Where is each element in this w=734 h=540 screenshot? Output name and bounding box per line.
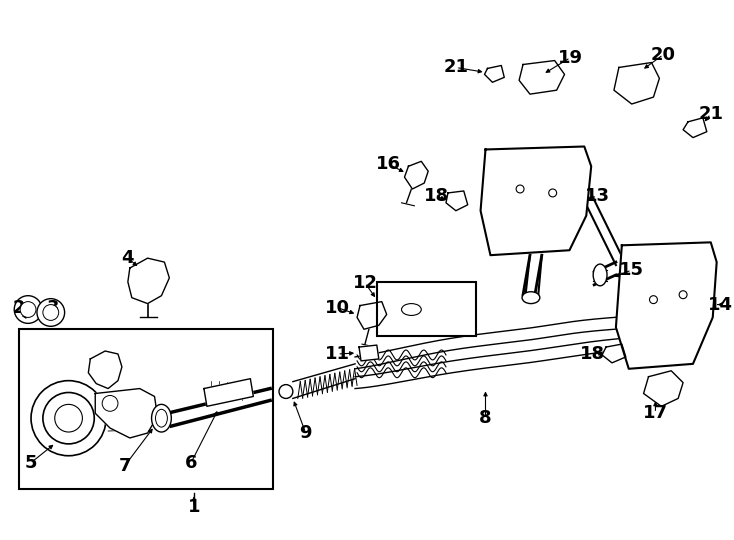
Ellipse shape (156, 409, 167, 427)
Text: 1: 1 (188, 498, 200, 516)
Polygon shape (404, 161, 428, 189)
Polygon shape (616, 242, 716, 369)
Text: 20: 20 (651, 45, 676, 64)
Circle shape (37, 299, 65, 326)
Text: 5: 5 (25, 454, 37, 471)
Text: 13: 13 (585, 187, 610, 205)
Text: 14: 14 (708, 295, 733, 314)
Text: 2: 2 (13, 299, 26, 316)
Text: 12: 12 (352, 274, 377, 292)
Polygon shape (88, 351, 122, 389)
Ellipse shape (522, 292, 539, 303)
Circle shape (279, 384, 293, 399)
Circle shape (516, 185, 524, 193)
Text: 8: 8 (479, 409, 492, 427)
Circle shape (679, 291, 687, 299)
Polygon shape (644, 371, 683, 406)
Text: 11: 11 (325, 345, 350, 363)
Ellipse shape (593, 264, 607, 286)
Bar (377, 282, 476, 336)
Polygon shape (359, 345, 379, 361)
Text: 18: 18 (580, 345, 605, 363)
Polygon shape (128, 258, 170, 303)
Text: 6: 6 (185, 454, 197, 471)
Circle shape (20, 302, 36, 318)
Circle shape (31, 381, 106, 456)
Text: 10: 10 (325, 299, 350, 316)
Ellipse shape (401, 303, 421, 315)
Text: 15: 15 (619, 261, 644, 279)
Ellipse shape (151, 404, 171, 432)
Text: 21: 21 (443, 58, 468, 77)
Bar (19, 329, 273, 489)
Text: 3: 3 (46, 299, 59, 316)
Polygon shape (683, 118, 707, 138)
Text: 7: 7 (119, 457, 131, 475)
Text: 19: 19 (558, 49, 583, 66)
Circle shape (102, 395, 118, 411)
Polygon shape (481, 146, 591, 255)
Text: 21: 21 (698, 105, 723, 123)
Text: 9: 9 (299, 424, 312, 442)
Polygon shape (204, 379, 253, 406)
Circle shape (43, 305, 59, 320)
Circle shape (55, 404, 82, 432)
Polygon shape (519, 60, 564, 94)
Text: 16: 16 (377, 156, 401, 173)
Polygon shape (357, 302, 387, 329)
Circle shape (43, 393, 94, 444)
Circle shape (650, 296, 658, 303)
Text: 4: 4 (122, 249, 134, 267)
Text: 18: 18 (424, 187, 448, 205)
Polygon shape (602, 344, 626, 363)
Polygon shape (95, 389, 158, 438)
Polygon shape (614, 63, 659, 104)
Polygon shape (446, 191, 468, 211)
Polygon shape (484, 65, 504, 82)
Circle shape (549, 189, 556, 197)
Text: 17: 17 (643, 404, 668, 422)
Circle shape (14, 296, 42, 323)
